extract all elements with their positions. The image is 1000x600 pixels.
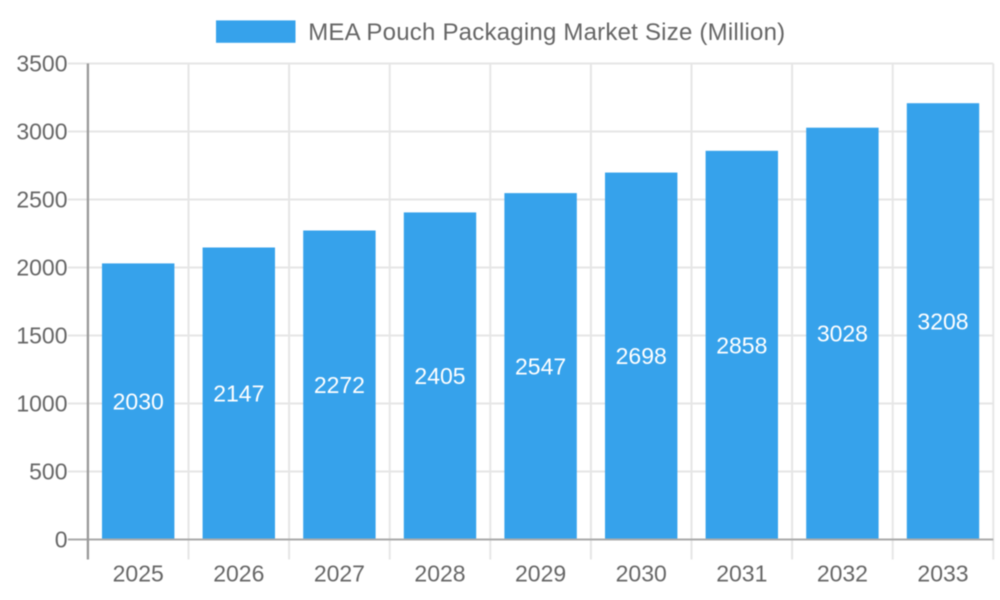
svg-text:3500: 3500 [16,51,67,77]
svg-text:1500: 1500 [16,323,67,349]
svg-text:2547: 2547 [515,353,566,379]
svg-text:2000: 2000 [16,255,67,281]
svg-text:2026: 2026 [213,561,264,587]
svg-text:2031: 2031 [716,561,767,587]
svg-text:0: 0 [55,527,68,553]
svg-text:2858: 2858 [716,332,767,358]
svg-text:2272: 2272 [314,372,365,398]
svg-text:2028: 2028 [414,561,465,587]
svg-text:2147: 2147 [213,381,264,407]
svg-text:2500: 2500 [16,187,67,213]
svg-text:MEA Pouch Packaging Market Siz: MEA Pouch Packaging Market Size (Million… [308,19,785,46]
svg-text:2029: 2029 [515,561,566,587]
svg-text:2025: 2025 [113,561,164,587]
svg-text:2030: 2030 [113,389,164,415]
svg-text:2405: 2405 [414,363,465,389]
svg-text:2030: 2030 [616,561,667,587]
svg-text:2027: 2027 [314,561,365,587]
svg-text:2033: 2033 [917,561,968,587]
svg-text:2698: 2698 [616,343,667,369]
svg-text:1000: 1000 [16,391,67,417]
svg-text:3000: 3000 [16,119,67,145]
svg-text:3208: 3208 [917,309,968,335]
svg-text:3028: 3028 [817,321,868,347]
svg-text:500: 500 [29,459,67,485]
svg-text:2032: 2032 [817,561,868,587]
